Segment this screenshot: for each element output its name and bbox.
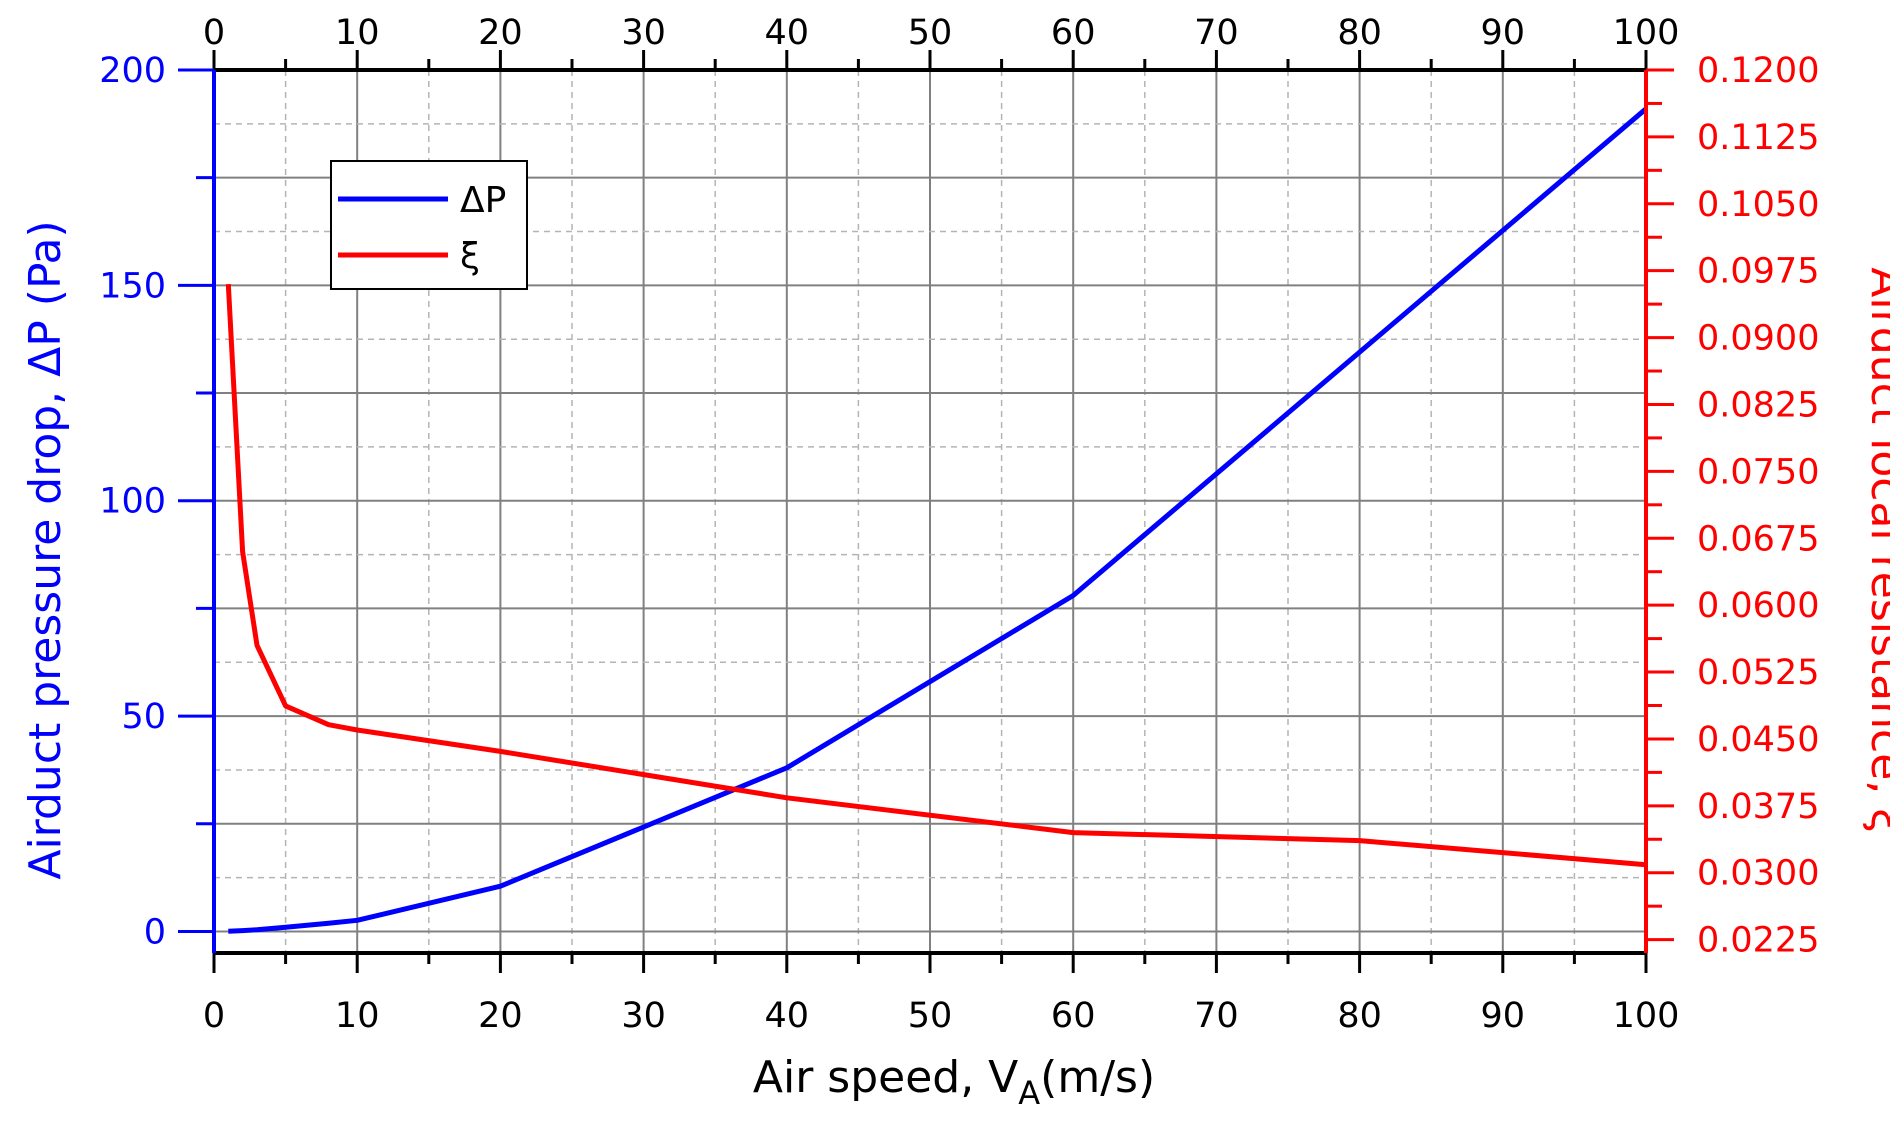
axes: 0 0 10 10 20 20 30 30 40 40 50 50 60 60 70 70 80 80 90 90 10… — [99, 13, 1819, 1036]
top-x-tick-label: 60 — [1051, 13, 1096, 53]
left-y-tick-label: 50 — [121, 697, 166, 737]
top-x-tick-label: 10 — [335, 13, 380, 53]
top-x-tick-label: 90 — [1481, 13, 1526, 53]
top-x-tick-label: 20 — [478, 13, 523, 53]
right-y-tick-label: 0.0975 — [1697, 252, 1819, 292]
legend-box — [330, 160, 528, 290]
x-axis-title-subscript: A — [1018, 1074, 1040, 1112]
grid — [214, 69, 1646, 953]
bottom-x-tick-label: 90 — [1481, 996, 1526, 1036]
left-y-tick-label: 100 — [99, 482, 166, 522]
legend: ΔP ξ — [330, 160, 528, 290]
x-axis-title: Air speed, VA(m/s) — [753, 1052, 1155, 1112]
left-y-tick-label: 200 — [99, 51, 166, 91]
right-y-tick-label: 0.0300 — [1697, 854, 1819, 894]
x-axis-title-main: Air speed, V — [753, 1052, 1018, 1103]
bottom-x-tick-label: 40 — [765, 996, 810, 1036]
right-y-tick-label: 0.0825 — [1697, 385, 1819, 425]
top-x-tick-label: 0 — [203, 13, 225, 53]
pressure-drop-line — [228, 106, 1648, 934]
bottom-x-tick-label: 100 — [1613, 996, 1680, 1036]
bottom-x-tick-label: 30 — [621, 996, 666, 1036]
top-x-tick-label: 80 — [1337, 13, 1382, 53]
bottom-x-tick-label: 70 — [1194, 996, 1239, 1036]
top-x-tick-label: 30 — [621, 13, 666, 53]
top-x-tick-label: 40 — [765, 13, 810, 53]
right-y-axis-title: Airduct local resistance, ξ — [1861, 267, 1890, 833]
right-y-tick-label: 0.1050 — [1697, 185, 1819, 225]
bottom-x-tick-label: 60 — [1051, 996, 1096, 1036]
x-axis-title-unit: (m/s) — [1040, 1052, 1155, 1103]
right-y-tick-label: 0.0525 — [1697, 653, 1819, 693]
right-y-tick-label: 0.0450 — [1697, 720, 1819, 760]
right-y-tick-label: 0.0750 — [1697, 452, 1819, 492]
legend-label-local-resistance: ξ — [460, 236, 480, 277]
bottom-x-tick-label: 10 — [335, 996, 380, 1036]
bottom-x-tick-label: 80 — [1337, 996, 1382, 1036]
legend-label-pressure-drop: ΔP — [460, 180, 506, 221]
right-y-tick-label: 0.0375 — [1697, 787, 1819, 827]
left-y-axis-title: Airduct pressure drop, ΔP (Pa) — [20, 220, 71, 879]
right-y-tick-label: 0.0225 — [1697, 921, 1819, 961]
bottom-x-tick-label: 50 — [908, 996, 953, 1036]
left-y-tick-label: 0 — [144, 912, 166, 952]
right-y-tick-label: 0.1125 — [1697, 118, 1819, 158]
top-x-tick-label: 70 — [1194, 13, 1239, 53]
right-y-tick-label: 0.0900 — [1697, 319, 1819, 359]
top-x-tick-label: 100 — [1613, 13, 1680, 53]
top-x-tick-label: 50 — [908, 13, 953, 53]
local-resistance-line — [225, 283, 1647, 868]
right-y-tick-label: 0.0600 — [1697, 586, 1819, 626]
right-y-tick-label: 0.0675 — [1697, 519, 1819, 559]
series-layer — [225, 106, 1648, 934]
bottom-x-tick-label: 20 — [478, 996, 523, 1036]
right-y-tick-label: 0.1200 — [1697, 51, 1819, 91]
left-y-tick-label: 150 — [99, 266, 166, 306]
bottom-x-tick-label: 0 — [203, 996, 225, 1036]
